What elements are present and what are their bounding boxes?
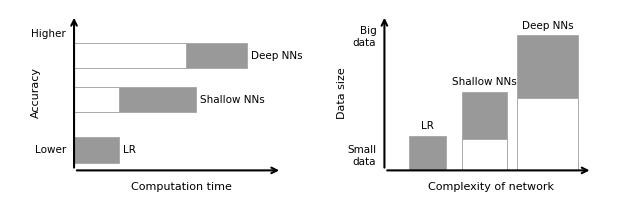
Text: Shallow NNs: Shallow NNs: [201, 95, 265, 105]
Text: Complexity of network: Complexity of network: [428, 182, 555, 192]
Text: Deep NNs: Deep NNs: [522, 21, 573, 31]
Bar: [119, 87, 196, 112]
Text: LR: LR: [123, 145, 136, 155]
Text: Higher: Higher: [31, 29, 66, 39]
Bar: [517, 98, 578, 170]
Text: Data size: Data size: [337, 67, 347, 119]
Text: LR: LR: [421, 121, 434, 131]
Bar: [462, 92, 507, 139]
Bar: [74, 43, 186, 68]
Text: Computation time: Computation time: [131, 182, 231, 192]
Bar: [462, 139, 507, 170]
Text: Big
data: Big data: [353, 26, 376, 48]
Bar: [74, 137, 119, 163]
Text: Shallow NNs: Shallow NNs: [452, 77, 516, 87]
Bar: [409, 136, 445, 170]
Bar: [74, 87, 119, 112]
Bar: [517, 35, 578, 98]
Text: Small
data: Small data: [347, 145, 376, 167]
Text: Lower: Lower: [35, 145, 66, 155]
Bar: [186, 43, 247, 68]
Text: Deep NNs: Deep NNs: [251, 51, 303, 61]
Text: Accuracy: Accuracy: [30, 67, 41, 118]
